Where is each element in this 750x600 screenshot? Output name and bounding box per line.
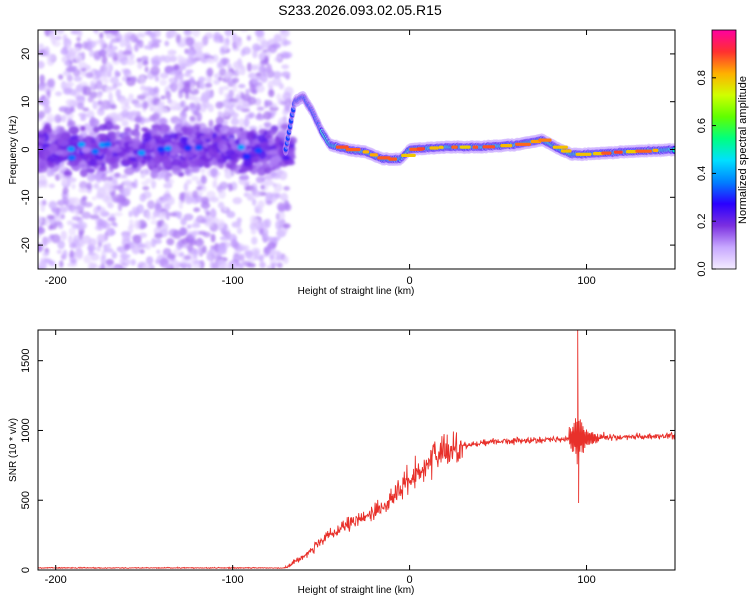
colorbar-tick-label: 0.0: [696, 261, 708, 276]
spectrogram-x-tick-label: 100: [577, 275, 595, 287]
snr-x-tick-label: -200: [45, 574, 67, 586]
snr-x-ticks: -200 -100 0 100: [45, 330, 596, 586]
colorbar-gradient: [712, 30, 736, 269]
snr-series: [38, 330, 675, 570]
snr-y-tick-label: 1000: [20, 418, 32, 442]
colorbar-tick-label: 0.4: [696, 166, 708, 181]
spectrogram-x-ticks: -200 -100 0 100: [45, 30, 596, 287]
spectrogram-x-tick-label: 0: [407, 275, 413, 287]
spectrogram-y-tick-label: -10: [20, 189, 32, 205]
colorbar: 0.0 0.2 0.4 0.6 0.8 Normalized spectral ampl…: [696, 29, 749, 277]
spectrogram-ridge: [282, 90, 675, 167]
spectrogram-image: [38, 30, 675, 269]
spectrogram-y-tick-label: 0: [20, 146, 32, 152]
spectrogram-x-tick-label: -200: [45, 275, 67, 287]
spectrogram-y-tick-label: 10: [20, 96, 32, 108]
snr-x-label: Height of straight line (km): [298, 585, 415, 596]
snr-y-tick-label: 0: [20, 567, 32, 573]
figure-title: S233.2026.093.02.05.R15: [278, 2, 442, 18]
colorbar-ticks: 0.0 0.2 0.4 0.6 0.8: [696, 70, 716, 277]
colorbar-tick-label: 0.2: [696, 214, 708, 229]
spectrogram-y-tick-label: 20: [20, 48, 32, 60]
spectrogram-x-label: Height of straight line (km): [298, 286, 415, 297]
spectrogram-y-tick-label: -20: [20, 237, 32, 253]
spectrogram-band: [38, 118, 297, 180]
snr-y-tick-label: 500: [20, 491, 32, 509]
snr-line: [38, 330, 675, 570]
snr-panel: -200 -100 0 100 0 500 1000 1500 Height of stra…: [8, 329, 676, 596]
snr-frame: [37, 329, 676, 571]
spectrogram-x-tick-label: -100: [222, 275, 244, 287]
colorbar-frame: [711, 29, 737, 270]
snr-y-ticks: 0 500 1000 1500: [20, 348, 675, 573]
colorbar-tick-label: 0.6: [696, 118, 708, 133]
snr-y-label: SNR (10 * v/v): [8, 418, 19, 482]
colorbar-tick-label: 0.8: [696, 70, 708, 85]
spectrogram-y-label: Frequency (Hz): [8, 116, 19, 185]
snr-x-tick-label: -100: [222, 574, 244, 586]
snr-x-tick-label: 100: [577, 574, 595, 586]
snr-x-tick-label: 0: [407, 574, 413, 586]
snr-y-tick-label: 1500: [20, 348, 32, 372]
spectrogram-y-ticks: -20 -10 0 10 20: [20, 48, 675, 253]
colorbar-label: Normalized spectral amplitude: [737, 76, 749, 224]
